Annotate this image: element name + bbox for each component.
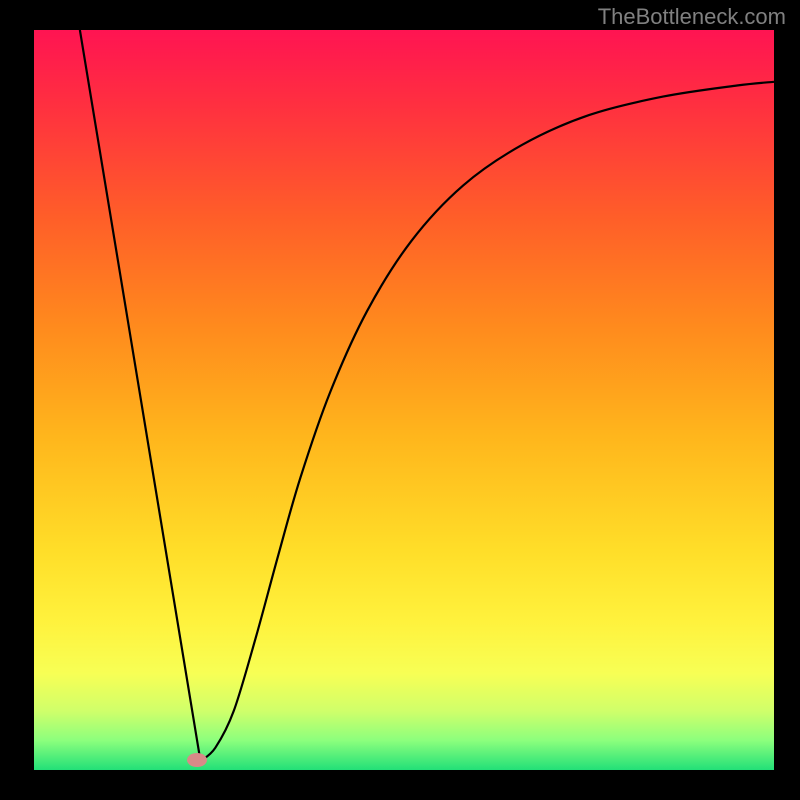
optimum-marker xyxy=(187,753,207,767)
bottleneck-curve xyxy=(80,30,774,761)
plot-area xyxy=(34,30,774,770)
watermark-text: TheBottleneck.com xyxy=(598,4,786,30)
curve-layer xyxy=(34,30,774,770)
chart-container: TheBottleneck.com xyxy=(0,0,800,800)
